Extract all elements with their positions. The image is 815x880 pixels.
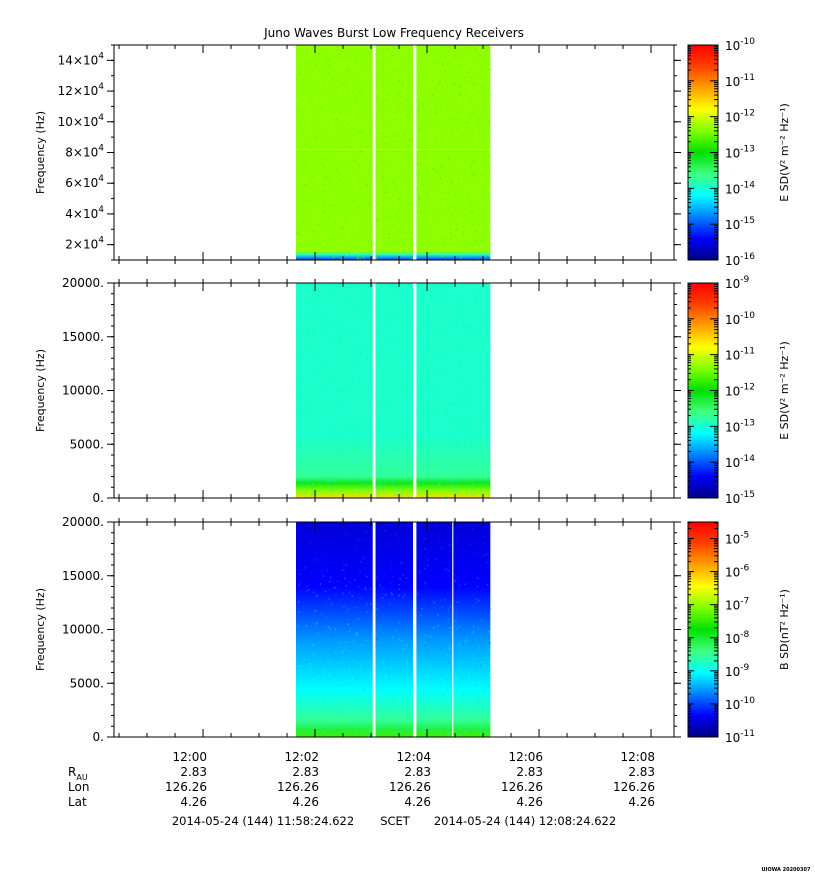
- y-tick-label: 20000.: [62, 276, 104, 290]
- x-tick-label: 12:08: [620, 750, 655, 764]
- ephemeris-value: 4.26: [404, 795, 431, 809]
- y-tick-label: 6×104: [65, 174, 104, 190]
- y-tick-label: 14×104: [58, 51, 105, 67]
- colorbar-tick-label: 10-11: [725, 729, 755, 745]
- spectrogram-panels: 2×104 4×104 6×104 8×104 10×104 12×104 14×104 Fr…: [34, 37, 791, 745]
- figure-title: Juno Waves Burst Low Frequency Receivers: [263, 26, 524, 40]
- colorbar-tick-label: 10-6: [725, 564, 750, 580]
- colorbar-tick-label: 10-5: [725, 531, 749, 547]
- panel-2: 0. 5000. 10000. 15000. 20000. Frequency (Hz) 1…: [34, 275, 791, 506]
- colorbar-tick-label: 10-13: [725, 145, 755, 161]
- panel-1: 2×104 4×104 6×104 8×104 10×104 12×104 14×104 Fr…: [34, 37, 791, 268]
- panel-3: 0. 5000. 10000. 15000. 20000. Frequency (Hz) 1…: [34, 515, 791, 745]
- spectrogram-noise: [296, 522, 492, 739]
- data-gap: [452, 522, 454, 737]
- end-time-label: 2014-05-24 (144) 12:08:24.622: [434, 814, 616, 828]
- y-tick-label: 0.: [93, 491, 104, 505]
- y-tick-label: 0.: [93, 730, 104, 744]
- colorbar: 10-11 10-10 10-9 10-8 10-7 10-6 10-5 B SD(nT² H…: [687, 521, 791, 745]
- colorbar-tick-label: 10-11: [725, 347, 755, 363]
- y-tick-label: 12×104: [58, 82, 105, 98]
- colorbar-label: E SD(V² m⁻² Hz⁻¹): [778, 341, 791, 440]
- colorbar-tick-label: 10-14: [725, 454, 755, 470]
- colorbar-tick-label: 10-15: [725, 216, 755, 232]
- ephemeris-value: 2.83: [180, 765, 207, 779]
- colorbar-tick-label: 10-8: [725, 630, 750, 646]
- data-gap: [413, 283, 417, 498]
- y-tick-label: 10000.: [62, 623, 104, 637]
- x-tick-label: 12:06: [508, 750, 543, 764]
- start-time-label: 2014-05-24 (144) 11:58:24.622: [172, 814, 354, 828]
- ephemeris-row-label: Lon: [68, 780, 89, 794]
- spectrogram-data: [296, 522, 491, 737]
- y-axis-label: Frequency (Hz): [34, 349, 47, 432]
- colorbar-label: B SD(nT² Hz⁻¹): [778, 589, 791, 670]
- x-tick-label: 12:04: [396, 750, 431, 764]
- colorbar-tick-label: 10-9: [725, 663, 750, 679]
- ephemeris-value: 126.26: [613, 780, 655, 794]
- y-tick-label: 15000.: [62, 330, 104, 344]
- ephemeris-value: 2.83: [516, 765, 543, 779]
- data-gap: [413, 522, 417, 737]
- y-axis-label: Frequency (Hz): [34, 111, 47, 194]
- data-gap: [372, 522, 376, 737]
- colorbar-tick-label: 10-7: [725, 597, 749, 613]
- ephemeris-table: 12:00 12:02 12:04 12:06 12:08 RAU 2.83 2.83 2.83…: [68, 750, 655, 809]
- ephemeris-value: 4.26: [292, 795, 319, 809]
- x-tick-label: 12:02: [284, 750, 319, 764]
- y-tick-label: 15000.: [62, 569, 104, 583]
- colorbar-tick-label: 10-16: [725, 252, 755, 268]
- colorbar: 10-15 10-14 10-13 10-12 10-11 10-10 10-9 E SD(V…: [687, 275, 791, 506]
- ephemeris-value: 2.83: [628, 765, 655, 779]
- y-tick-label: 5000.: [70, 437, 104, 451]
- y-tick-label: 5000.: [70, 676, 104, 690]
- ephemeris-value: 4.26: [628, 795, 655, 809]
- colorbar-tick-label: 10-15: [725, 490, 755, 506]
- colorbar-tick-label: 10-12: [725, 383, 755, 399]
- y-tick-label: 2×104: [65, 236, 104, 252]
- data-gap: [372, 45, 376, 260]
- colorbar-tick-label: 10-13: [725, 418, 755, 434]
- spectrogram-noise: [296, 283, 492, 500]
- colorbar-label: E SD(V² m⁻² Hz⁻¹): [778, 103, 791, 202]
- ephemeris-value: 2.83: [292, 765, 319, 779]
- colorbar-tick-label: 10-12: [725, 109, 755, 125]
- colorbar-tick-label: 10-10: [725, 311, 755, 327]
- data-gap: [413, 45, 417, 260]
- colorbar-tick-label: 10-10: [725, 696, 755, 712]
- colorbar-tick-label: 10-11: [725, 73, 755, 89]
- y-tick-label: 10×104: [58, 113, 105, 129]
- ephemeris-value: 126.26: [389, 780, 431, 794]
- data-gap: [372, 283, 376, 498]
- scet-label: SCET: [380, 814, 411, 828]
- colorbar-tick-label: 10-9: [725, 275, 750, 291]
- ephemeris-value: 126.26: [277, 780, 319, 794]
- spectrogram-data: [296, 45, 491, 260]
- ephemeris-row-label: Lat: [68, 795, 87, 809]
- colorbar-tick-label: 10-10: [725, 37, 755, 53]
- ephemeris-value: 2.83: [404, 765, 431, 779]
- x-tick-label: 12:00: [172, 750, 207, 764]
- ephemeris-row-label: RAU: [68, 765, 88, 782]
- colorbar: 10-16 10-15 10-14 10-13 10-12 10-11 10-10 E SD(…: [687, 37, 791, 268]
- y-tick-label: 10000.: [62, 384, 104, 398]
- spectrogram-data: [296, 283, 491, 498]
- ephemeris-value: 126.26: [165, 780, 207, 794]
- ephemeris-value: 126.26: [501, 780, 543, 794]
- y-axis-label: Frequency (Hz): [34, 588, 47, 671]
- credit-label: UIOWA 20200307: [762, 867, 811, 873]
- colorbar-tick-label: 10-14: [725, 180, 755, 196]
- y-tick-label: 20000.: [62, 515, 104, 529]
- y-tick-label: 8×104: [65, 144, 104, 160]
- ephemeris-value: 4.26: [180, 795, 207, 809]
- y-tick-label: 4×104: [65, 205, 104, 221]
- spectrogram-noise: [296, 45, 492, 262]
- ephemeris-value: 4.26: [516, 795, 543, 809]
